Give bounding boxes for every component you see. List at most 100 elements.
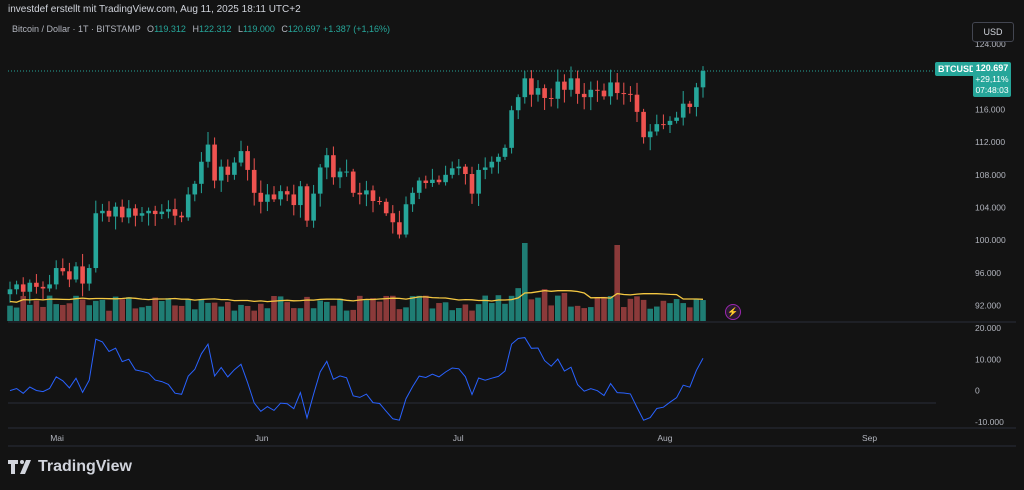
candle-body [628, 93, 633, 95]
candle-body [86, 268, 92, 284]
candle-body [397, 222, 402, 235]
volume-bar [383, 295, 389, 321]
price-tick-label: 124.000 [975, 39, 1006, 49]
volume-bar [634, 296, 640, 321]
candle-body [7, 289, 13, 295]
volume-bar [172, 305, 178, 321]
candle-body [245, 151, 250, 170]
volume-bar [350, 309, 356, 321]
volume-bar [588, 307, 594, 321]
candle-body [562, 81, 567, 90]
candle-body [641, 111, 646, 138]
candle-body [575, 78, 580, 94]
candle-body [159, 211, 165, 215]
volume-bar [687, 307, 693, 321]
volume-bar [594, 297, 601, 321]
volume-bar [607, 296, 614, 321]
candle-body [73, 266, 79, 280]
volume-bar [528, 299, 535, 321]
candle-body [522, 78, 528, 98]
candle-body [476, 169, 481, 194]
volume-bar [673, 299, 680, 321]
candle-body [337, 171, 343, 178]
volume-bar [515, 288, 521, 321]
close-value: 120.697 [287, 24, 321, 34]
volume-bar [53, 304, 59, 321]
volume-bar [574, 305, 581, 321]
volume-bar [86, 305, 92, 321]
symbol-name[interactable]: Bitcoin / Dollar · 1T · BITSTAMP [12, 24, 141, 34]
flash-icon[interactable]: ⚡ [725, 304, 741, 320]
volume-bar [462, 304, 469, 321]
candle-body [271, 194, 277, 200]
candle-body [568, 78, 574, 90]
candle-body [258, 192, 264, 202]
candle-body [694, 87, 699, 107]
candle-body [119, 206, 125, 218]
volume-bar [211, 302, 218, 321]
candle-body [192, 183, 198, 195]
oscillator-tick-label: 10.000 [975, 354, 1001, 364]
candle-body [654, 124, 660, 132]
volume-bar [535, 297, 541, 321]
volume-bar [370, 298, 376, 321]
candle-body [166, 209, 171, 212]
volume-bar [258, 303, 264, 321]
candle-body [67, 271, 72, 280]
volume-bar [46, 295, 53, 321]
oscillator-tick-label: 20.000 [975, 323, 1001, 333]
candle-body [410, 192, 415, 205]
candle-body [344, 171, 349, 173]
candle-body [179, 215, 184, 218]
currency-button[interactable]: USD [972, 22, 1014, 42]
volume-bar [409, 296, 416, 321]
open-value: 119.312 [154, 24, 186, 34]
volume-bar [627, 298, 634, 321]
time-tick-label: Mai [50, 433, 64, 443]
volume-bar [667, 303, 673, 321]
volume-bar [502, 303, 508, 321]
candle-body [621, 93, 627, 95]
candle-body [212, 144, 217, 181]
volume-bar [475, 304, 482, 321]
oscillator-tick-label: -10.000 [975, 417, 1004, 427]
candle-body [40, 286, 46, 289]
volume-bar [436, 303, 442, 321]
volume-bar [231, 310, 238, 321]
volume-bar [363, 300, 370, 321]
candle-body [509, 110, 514, 148]
volume-bar [548, 305, 554, 321]
volume-bar [225, 301, 231, 321]
volume-bar [396, 309, 403, 321]
volume-bar [495, 295, 502, 321]
candle-body [311, 193, 316, 221]
volume-bar [304, 296, 310, 321]
candle-body [146, 210, 151, 214]
price-tick-label: 100.000 [975, 235, 1006, 245]
price-tick-label: 96.000 [975, 268, 1001, 278]
volume-bar [621, 307, 627, 321]
volume-bar [284, 302, 290, 321]
candle-body [601, 90, 607, 97]
candle-body [449, 168, 455, 175]
candle-body [152, 210, 158, 215]
candle-body [20, 284, 26, 292]
candle-body [304, 186, 310, 221]
candle-body [502, 147, 508, 157]
volume-bar [442, 302, 449, 321]
candle-body [113, 206, 118, 217]
candle-body [232, 162, 237, 175]
candle-body [139, 213, 145, 216]
volume-bar [126, 297, 132, 321]
volume-bar [251, 310, 257, 321]
tradingview-logo[interactable]: TradingView [8, 458, 132, 476]
volume-bar [555, 295, 561, 321]
volume-bar [337, 298, 343, 321]
candle-body [430, 179, 435, 183]
change-value: +1.387 (+1,16%) [322, 24, 391, 34]
volume-bar [244, 305, 251, 321]
candle-body [185, 194, 191, 218]
low-label: L [238, 24, 244, 34]
oscillator-tick-label: 0 [975, 386, 980, 396]
